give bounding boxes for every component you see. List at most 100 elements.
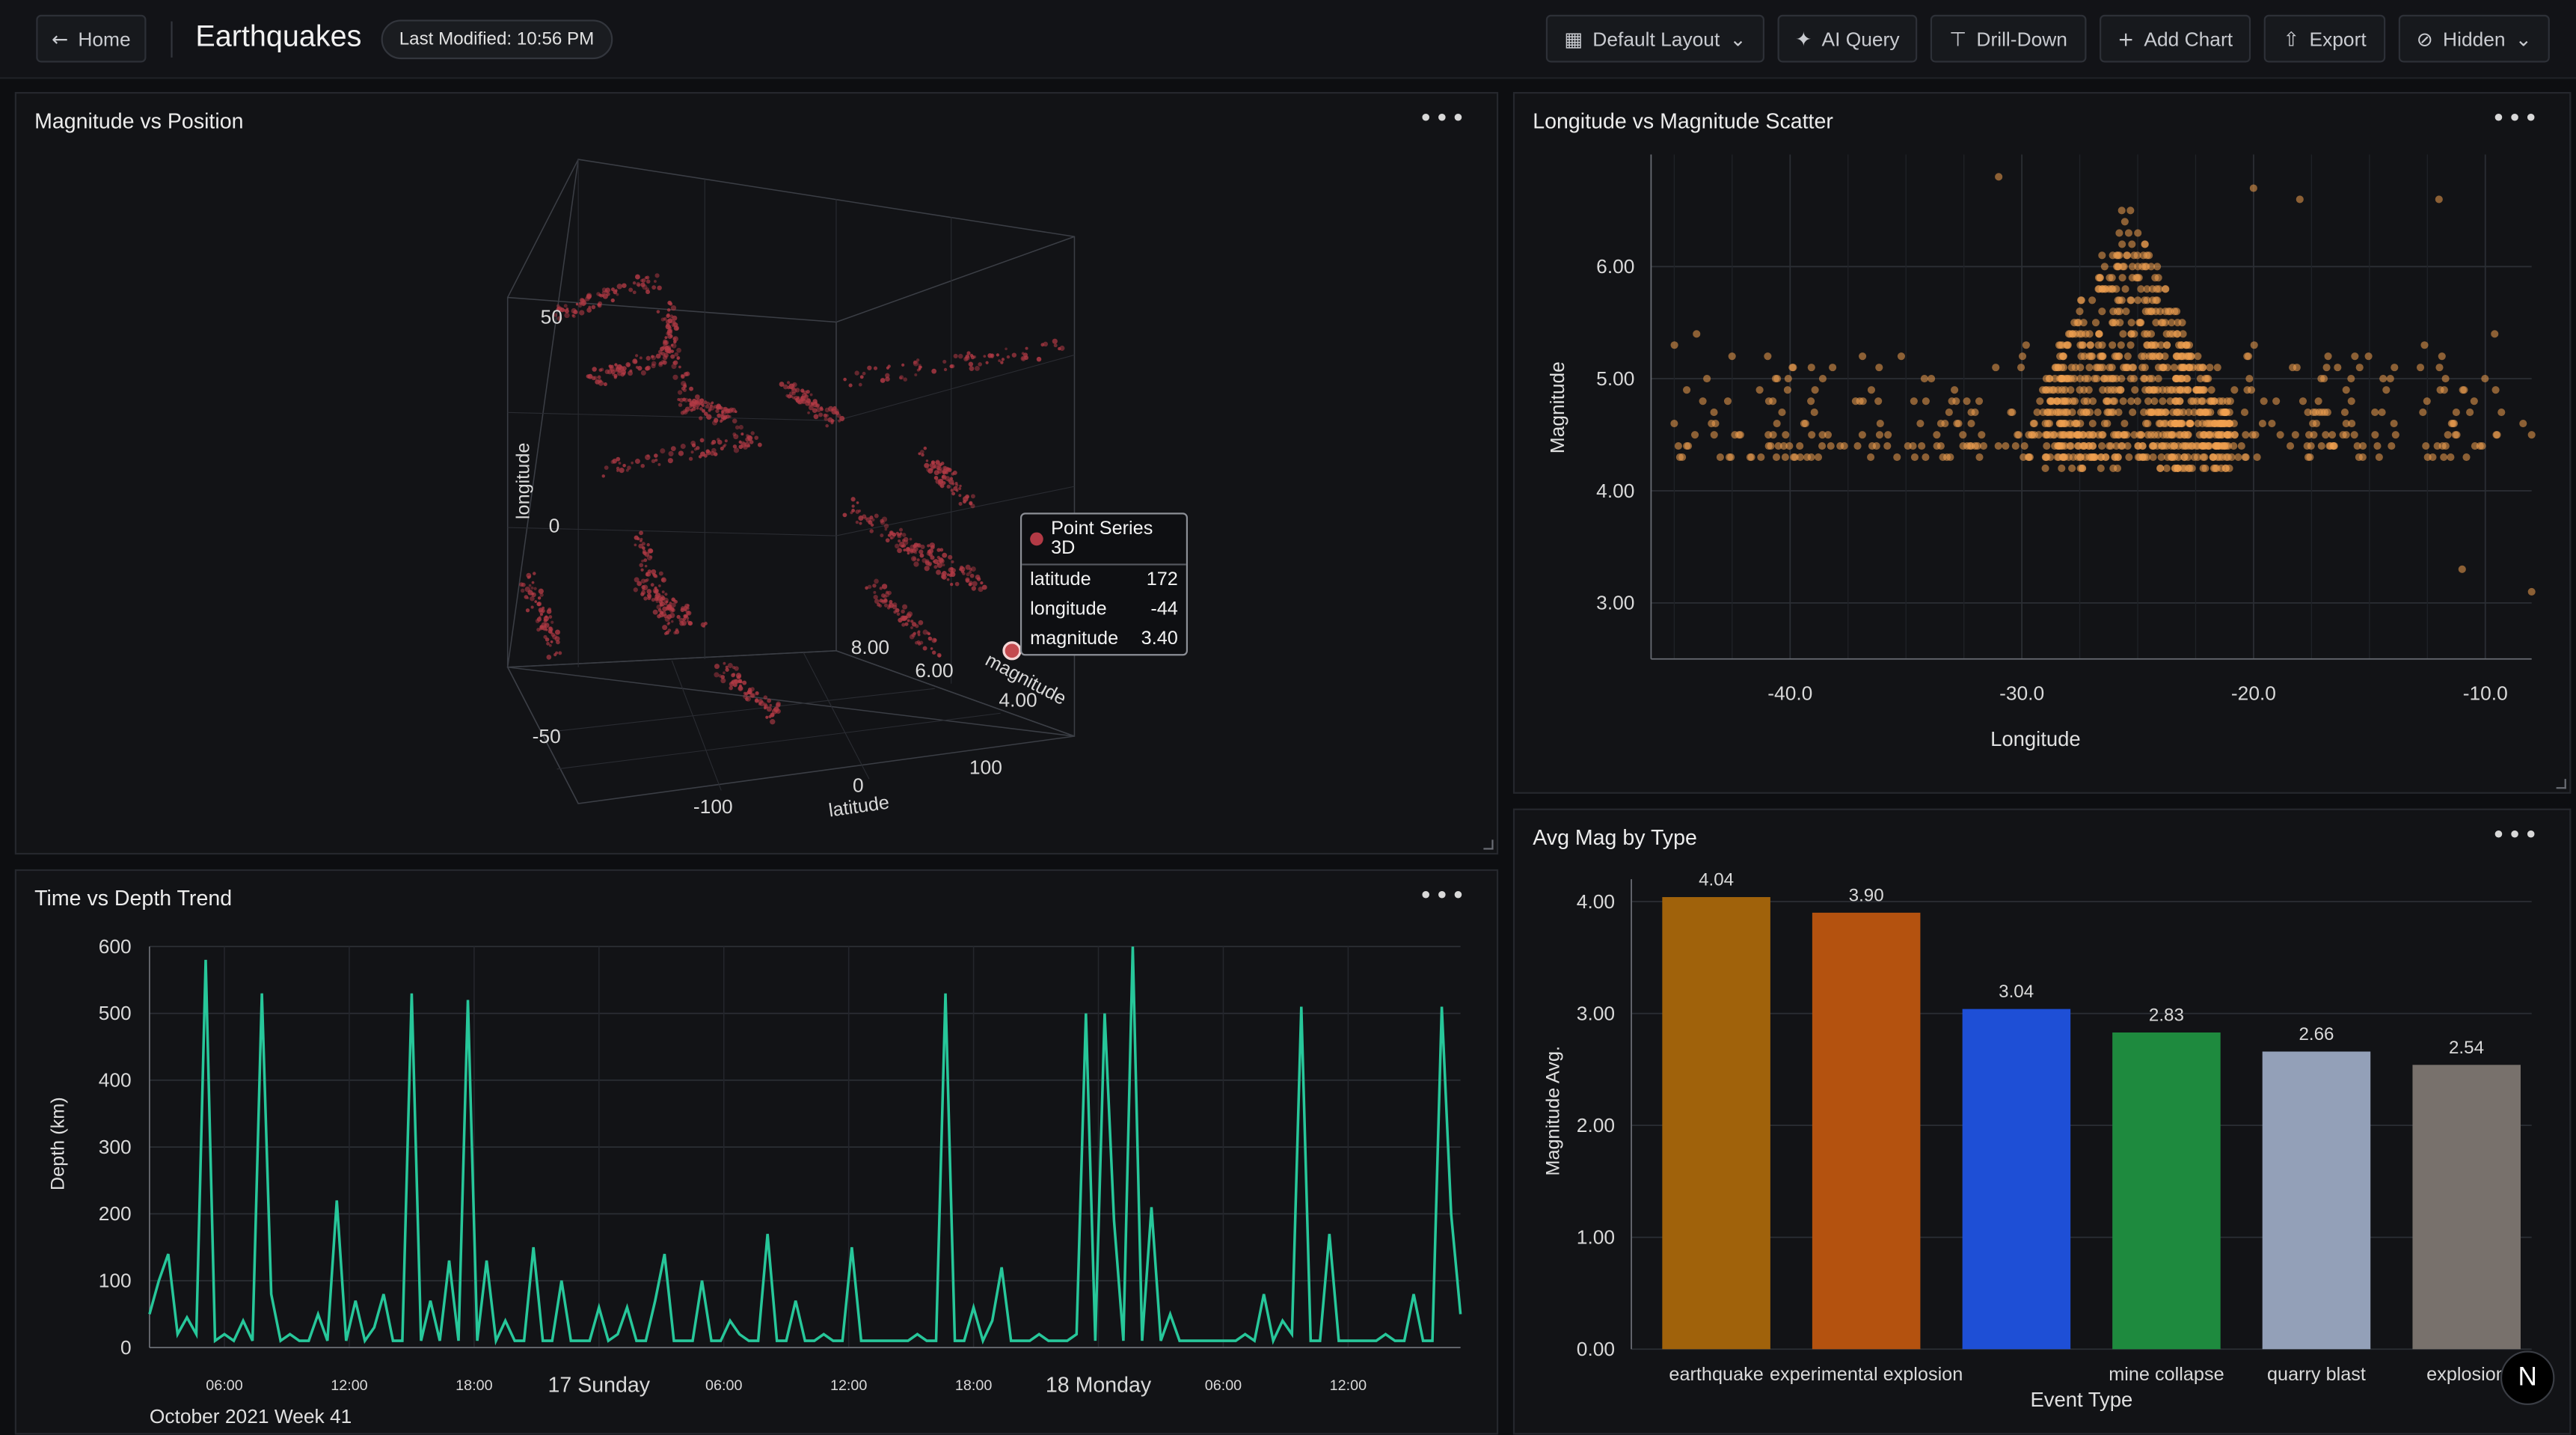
point-3d [525,608,530,613]
point-3d [768,715,772,718]
scatter-point [2227,453,2236,462]
point-3d [735,679,740,685]
layout-dropdown[interactable]: ▦ Default Layout ⌄ [1545,14,1764,63]
scatter-point [2059,364,2067,372]
bar[interactable] [2262,1051,2371,1350]
scatter-point [2209,453,2218,462]
bar[interactable] [1662,897,1770,1350]
point-3d [718,674,722,678]
scatter-point [2114,453,2122,462]
more-options-icon[interactable]: ••• [2491,820,2540,850]
point-3d [787,385,791,390]
scatter-point [2085,330,2094,338]
point-3d [672,315,678,321]
scatter-point [2041,419,2049,428]
scatter-point [2350,431,2358,439]
chart-bar[interactable]: 4.00 3.00 2.00 1.00 0.00 4.04 earthquake 3.90 ex… [1513,809,2572,1435]
point-3d [923,446,927,450]
point-3d [738,424,743,430]
tick-latitude: 0 [853,774,864,797]
scatter-point [2077,352,2085,361]
chart-3d-scatter[interactable]: 50 0 -50 -100 0 100 8.00 6.00 4.00 longi… [15,92,1498,854]
point-3d [970,494,975,499]
scatter-point [2348,419,2356,428]
scatter-point [2460,386,2468,394]
scatter-point [2154,375,2162,383]
scatter-point [2157,453,2165,462]
add-chart-button[interactable]: + Add Chart [2100,14,2251,63]
scatter-point [2150,431,2159,439]
scatter-point [2371,431,2379,439]
point-3d [887,590,892,596]
point-3d [942,481,946,485]
point-3d [842,512,847,518]
scatter-point [2096,274,2104,282]
scatter-point [2055,442,2064,450]
bar[interactable] [1962,1009,2071,1350]
more-options-icon[interactable]: ••• [1418,881,1468,911]
point-3d [889,531,894,535]
point-3d [929,463,933,468]
chart-scatter[interactable]: 6.005.004.003.00-40.0-30.0-20.0-10.00.0 … [1513,92,2572,794]
more-options-icon[interactable]: ••• [1418,103,1468,133]
highlighted-point[interactable] [1002,641,1022,661]
bar[interactable] [2412,1065,2521,1350]
scatter-point [2324,352,2332,361]
point-3d [713,417,719,423]
home-button[interactable]: ← Home [36,14,147,63]
scatter-point [1731,431,1739,439]
scatter-point [2127,296,2135,305]
scatter-point [2133,397,2141,406]
point-3d [900,615,907,621]
scatter-point [2053,453,2061,462]
point-3d [524,586,530,593]
scatter-point [2212,431,2220,439]
scatter-point [1853,442,1862,450]
point-3d [747,688,752,692]
n-badge[interactable]: N [2500,1350,2555,1405]
point-3d [575,302,579,306]
scatter-point [2140,375,2148,383]
point-3d [950,489,954,492]
resize-handle[interactable] [1483,839,1494,850]
scatter-point [2444,431,2452,439]
hidden-dropdown[interactable]: ⊘ Hidden ⌄ [2398,14,2550,63]
scatter-point [2068,464,2076,473]
point-3d [1025,346,1028,350]
point-3d [974,365,980,371]
chart-line[interactable]: 600 500 400 300 200 100 0 06:00 12:00 18:00 17 Sun… [15,869,1498,1435]
scatter-point [2173,397,2181,406]
scatter-point [1867,386,1876,394]
point-3d [933,475,939,480]
point-3d [888,602,894,608]
y-axis-label: Depth (km) [48,1097,69,1190]
bar[interactable] [2112,1032,2221,1350]
point-3d [966,572,970,577]
scatter-point [1807,397,1815,406]
point-3d [771,709,778,715]
more-options-icon[interactable]: ••• [2491,103,2540,133]
point-3d [901,533,907,537]
point-3d [687,621,693,626]
ai-query-button[interactable]: ✦ AI Query [1777,14,1918,63]
point-3d [843,377,847,382]
scatter-point [2159,364,2168,372]
scatter-point [2170,364,2178,372]
scatter-point [2137,285,2145,293]
page-title: Earthquakes [195,19,362,53]
point-3d [832,406,837,410]
scatter-point [2120,364,2128,372]
scatter-point [2183,341,2191,349]
drill-down-button[interactable]: ⊤ Drill-Down [1930,14,2087,63]
resize-handle[interactable] [2556,779,2566,789]
point-3d [699,416,703,420]
point-3d [686,616,690,620]
point-3d [593,376,598,381]
point-3d [641,559,644,563]
point-3d [676,356,681,360]
bar[interactable] [1812,912,1921,1350]
scatter-point [2080,442,2088,450]
export-button[interactable]: ⇧ Export [2263,14,2386,63]
scatter-point [2094,431,2103,439]
scatter-point [1789,364,1797,372]
